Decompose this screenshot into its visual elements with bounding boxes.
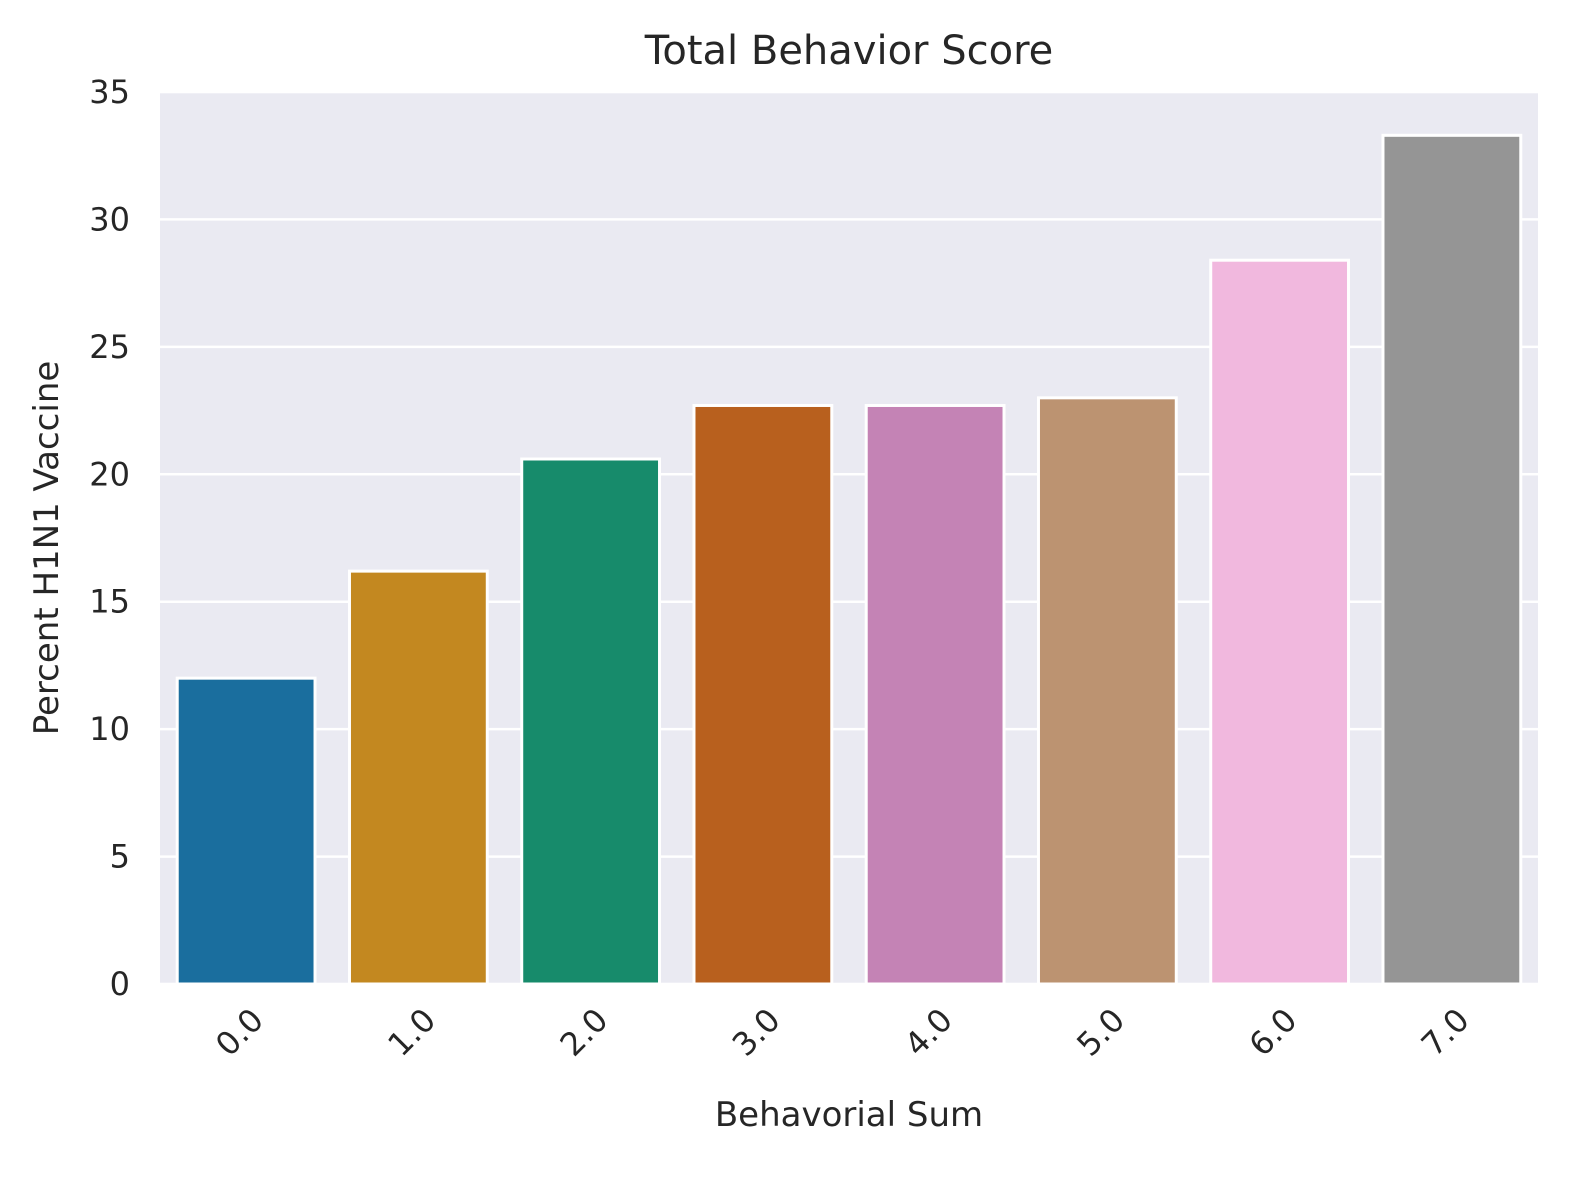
x-tick-label: 3.0	[725, 1001, 788, 1064]
x-tick-label: 5.0	[1069, 1001, 1132, 1064]
bar	[175, 676, 317, 986]
y-tick-label: 0	[110, 965, 130, 1003]
x-tick-label: 0.0	[208, 1001, 271, 1064]
x-tick-label: 6.0	[1242, 1001, 1305, 1064]
y-tick-labels: 0 5 10 15 20 25 30 35	[89, 73, 130, 1003]
y-axis-label: Percent H1N1 Vaccine	[27, 361, 67, 736]
x-tick-label: 4.0	[897, 1001, 960, 1064]
x-tick-labels: 0.0 1.0 2.0 3.0 4.0 5.0 6.0 7.0	[208, 1001, 1477, 1064]
x-tick-label: 1.0	[380, 1001, 443, 1064]
y-tick-label: 35	[89, 73, 130, 111]
chart-title: Total Behavior Score	[644, 28, 1054, 74]
x-tick-label: 2.0	[553, 1001, 616, 1064]
bar	[1036, 396, 1178, 986]
bar	[692, 403, 834, 986]
bar	[1381, 133, 1523, 986]
y-tick-label: 10	[89, 710, 130, 748]
bar	[864, 403, 1006, 986]
x-axis-label: Behavorial Sum	[715, 1095, 983, 1135]
y-tick-label: 25	[89, 328, 130, 366]
bar	[347, 569, 489, 986]
bar	[520, 457, 662, 986]
x-tick-label: 7.0	[1414, 1001, 1477, 1064]
bar	[1209, 258, 1351, 986]
y-tick-label: 30	[89, 200, 130, 238]
bars	[175, 133, 1523, 986]
y-tick-label: 20	[89, 455, 130, 493]
y-tick-label: 15	[89, 583, 130, 621]
y-tick-label: 5	[110, 838, 130, 876]
